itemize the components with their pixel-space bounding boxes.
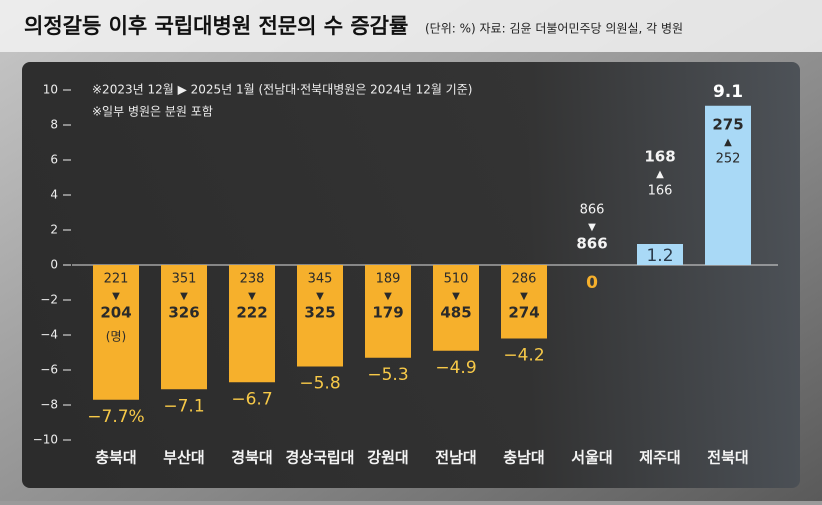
x-tick-label: 충남대 xyxy=(503,449,544,467)
bar xyxy=(501,265,547,339)
y-tick-label: 8 xyxy=(50,118,58,132)
x-tick-label: 제주대 xyxy=(639,449,680,467)
y-tick-label: −2 xyxy=(40,293,58,307)
count-label: 238 xyxy=(240,272,265,287)
value-label: −4.9 xyxy=(435,358,476,378)
count-label: 179 xyxy=(372,304,403,322)
bar xyxy=(297,265,343,367)
value-label: 0 xyxy=(586,273,598,293)
count-label: 345 xyxy=(308,272,333,287)
note: ※2023년 12월 ▶ 2025년 1월 (전남대·전북대병원은 2024년 … xyxy=(92,83,472,97)
count-label: 325 xyxy=(304,304,335,322)
change-arrow: ▼ xyxy=(316,291,324,302)
value-label: −7.1 xyxy=(163,396,204,416)
count-label: 189 xyxy=(376,272,401,287)
bar xyxy=(229,265,275,383)
y-tick-label: −10 xyxy=(33,433,58,447)
change-arrow: ▼ xyxy=(452,291,460,302)
count-label: 204 xyxy=(100,304,131,322)
x-tick-label: 서울대 xyxy=(571,449,612,467)
title-band xyxy=(0,0,822,52)
change-arrow: ▼ xyxy=(588,222,596,233)
x-tick-label: 충북대 xyxy=(95,449,136,467)
value-label: −6.7 xyxy=(231,389,272,409)
bar xyxy=(93,265,139,400)
x-tick-label: 경상국립대 xyxy=(285,449,354,467)
y-tick-label: 6 xyxy=(50,153,58,167)
x-tick-label: 강원대 xyxy=(367,449,408,467)
x-tick-label: 전북대 xyxy=(707,449,748,467)
x-tick-label: 전남대 xyxy=(435,449,476,467)
count-label: 351 xyxy=(172,272,197,287)
y-tick-label: −8 xyxy=(40,398,58,412)
note: ※일부 병원은 분원 포함 xyxy=(92,105,213,119)
change-arrow: ▼ xyxy=(520,291,528,302)
unit-label: (명) xyxy=(106,330,126,344)
value-label: 1.2 xyxy=(646,246,673,266)
count-label: 275 xyxy=(712,115,743,133)
count-label: 866 xyxy=(576,235,607,253)
value-label: −5.3 xyxy=(367,365,408,385)
change-arrow: ▲ xyxy=(724,137,732,148)
count-label: 485 xyxy=(440,304,471,322)
x-tick-label: 부산대 xyxy=(163,449,204,467)
value-label: 9.1 xyxy=(713,82,743,102)
bar xyxy=(161,265,207,390)
count-label: 252 xyxy=(716,151,741,166)
x-tick-label: 경북대 xyxy=(231,449,272,467)
count-label: 221 xyxy=(104,272,129,287)
chart-title: 의정갈등 이후 국립대병원 전문의 수 증감률 xyxy=(24,14,408,38)
y-tick-label: −4 xyxy=(40,328,58,342)
value-label: −5.8 xyxy=(299,374,340,394)
y-tick-label: 4 xyxy=(50,188,58,202)
count-label: 510 xyxy=(444,272,469,287)
count-label: 866 xyxy=(580,203,605,218)
bar xyxy=(433,265,479,351)
change-arrow: ▲ xyxy=(656,169,664,180)
change-arrow: ▼ xyxy=(248,291,256,302)
y-tick-label: 0 xyxy=(50,258,58,272)
count-label: 168 xyxy=(644,148,675,166)
bar xyxy=(365,265,411,358)
value-label: −7.7% xyxy=(87,407,144,427)
count-label: 274 xyxy=(508,304,539,322)
change-arrow: ▼ xyxy=(180,291,188,302)
change-arrow: ▼ xyxy=(112,291,120,302)
y-tick-label: 2 xyxy=(50,223,58,237)
value-label: −4.2 xyxy=(503,346,544,366)
bar xyxy=(705,105,751,265)
y-tick-label: 10 xyxy=(43,83,58,97)
source: (단위: %) 자료: 김윤 더불어민주당 의원실, 각 병원 xyxy=(425,22,683,36)
change-arrow: ▼ xyxy=(384,291,392,302)
bar xyxy=(637,244,683,265)
count-label: 166 xyxy=(648,184,673,199)
count-label: 286 xyxy=(512,272,537,287)
count-label: 222 xyxy=(236,304,267,322)
y-tick-label: −6 xyxy=(40,363,58,377)
count-label: 326 xyxy=(168,304,199,322)
